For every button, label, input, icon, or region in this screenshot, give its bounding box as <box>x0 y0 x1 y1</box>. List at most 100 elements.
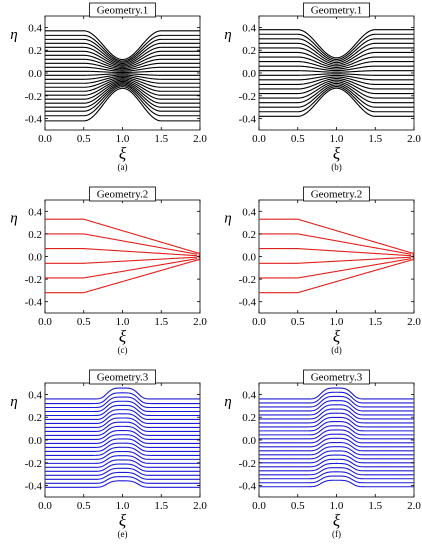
streamline-3 <box>259 395 414 408</box>
streamline-10 <box>45 66 200 72</box>
streamline-8 <box>45 417 200 429</box>
x-tick-label: 0.0 <box>38 133 52 145</box>
streamline-14 <box>259 78 414 90</box>
chart-title-box <box>303 186 370 202</box>
streamline-19 <box>45 82 200 104</box>
y-tick-label: 0.2 <box>28 229 42 241</box>
x-axis-label: ξ <box>333 511 341 530</box>
streamline-12 <box>45 73 200 76</box>
y-tick-label: -0.2 <box>239 91 256 103</box>
y-tick-label: 0.0 <box>242 252 256 264</box>
x-tick-label: 0.5 <box>77 316 91 328</box>
streamline-3 <box>45 38 200 63</box>
y-tick-label: -0.2 <box>25 274 42 286</box>
streamline-7 <box>259 412 414 424</box>
y-axis-label: η <box>224 394 231 410</box>
y-tick-label: 0.2 <box>242 229 256 241</box>
y-tick-label: 0.0 <box>28 68 42 80</box>
y-tick-label: -0.2 <box>25 458 42 470</box>
streamline-3 <box>259 38 414 62</box>
x-tick-label: 1.0 <box>330 316 344 328</box>
chart-title: Geometry.3 <box>311 372 363 384</box>
y-tick-label: -0.4 <box>239 481 257 493</box>
streamline-17 <box>45 455 200 464</box>
y-tick-label: 0.2 <box>242 412 256 424</box>
streamline-5 <box>259 404 414 416</box>
streamline-12 <box>45 434 200 444</box>
streamline-16 <box>45 78 200 92</box>
plot-frame <box>44 199 201 314</box>
panel-label: (b) <box>331 162 342 172</box>
x-tick-label: 0.5 <box>77 133 91 145</box>
y-axis-label: η <box>10 394 17 410</box>
streamline-5 <box>259 258 412 279</box>
streamline-22 <box>45 476 200 484</box>
streamline-3 <box>45 248 198 257</box>
chart-title-box <box>89 2 156 18</box>
streamline-19 <box>259 462 414 472</box>
streamline-1 <box>45 218 198 254</box>
streamline-21 <box>45 84 200 112</box>
x-axis-label: ξ <box>119 144 127 163</box>
streamline-7 <box>45 54 200 68</box>
y-tick-label: 0.4 <box>242 22 256 34</box>
streamline-7 <box>45 413 200 425</box>
streamline-18 <box>259 84 414 108</box>
x-tick-label: 2.0 <box>407 500 421 512</box>
y-axis-label: η <box>224 211 231 227</box>
y-tick-label: -0.2 <box>25 91 42 103</box>
plot-frame <box>44 382 201 498</box>
chart-panel-2: 0.0 0.5 1.0 1.5 2.0 -0.4 -0.2 0.0 0.2 0.4 Geometry… <box>224 2 421 172</box>
streamline-16 <box>259 450 414 460</box>
chart-panel-4: 0.0 0.5 1.0 1.5 2.0 -0.4 -0.2 0.0 0.2 0.4 Geometry… <box>224 186 421 355</box>
chart-panel-1: 0.0 0.5 1.0 1.5 2.0 -0.4 -0.2 0.0 0.2 0.4 Geometry… <box>10 2 207 172</box>
y-tick-label: 0.0 <box>242 435 256 447</box>
streamline-16 <box>259 81 414 99</box>
y-tick-label: 0.4 <box>28 206 42 218</box>
streamline-9 <box>259 421 414 432</box>
streamline-23 <box>259 479 414 488</box>
streamline-10 <box>45 425 200 436</box>
x-tick-label: 1.0 <box>116 133 130 145</box>
x-tick-label: 0.0 <box>252 133 266 145</box>
chart-title: Geometry.2 <box>311 189 363 201</box>
streamline-13 <box>259 437 414 448</box>
streamline-4 <box>259 256 412 264</box>
streamline-16 <box>45 450 200 460</box>
streamline-13 <box>259 76 414 85</box>
streamline-18 <box>45 80 200 100</box>
y-tick-label: -0.4 <box>239 297 257 309</box>
streamline-4 <box>45 400 200 413</box>
streamline-21 <box>45 471 200 480</box>
streamline-8 <box>45 58 200 70</box>
y-tick-label: -0.4 <box>25 114 43 126</box>
streamline-12 <box>259 74 414 81</box>
x-axis-label: ξ <box>333 327 341 346</box>
streamline-4 <box>259 400 414 412</box>
chart-panel-5: 0.0 0.5 1.0 1.5 2.0 -0.4 -0.2 0.0 0.2 0.4 Geometry… <box>10 369 207 539</box>
y-tick-label: 0.2 <box>242 45 256 57</box>
x-tick-label: 1.0 <box>116 316 130 328</box>
chart-title-box <box>303 2 370 18</box>
chart-title: Geometry.3 <box>97 372 149 384</box>
streamline-11 <box>45 70 200 73</box>
streamline-4 <box>45 42 200 65</box>
streamline-2 <box>259 33 414 60</box>
y-tick-label: -0.2 <box>239 274 256 286</box>
x-tick-label: 1.5 <box>154 500 168 512</box>
panel-label: (e) <box>118 529 128 539</box>
streamline-14 <box>259 441 414 452</box>
streamline-19 <box>45 463 200 472</box>
y-tick-label: 0.2 <box>28 45 42 57</box>
streamline-12 <box>259 433 414 444</box>
streamline-5 <box>45 404 200 417</box>
y-axis-label: η <box>10 211 17 227</box>
x-tick-label: 1.0 <box>330 500 344 512</box>
streamline-18 <box>45 459 200 468</box>
streamline-20 <box>45 467 200 476</box>
y-tick-label: 0.0 <box>242 68 256 80</box>
streamline-1 <box>259 218 412 254</box>
y-tick-label: -0.4 <box>25 481 43 493</box>
x-tick-label: 0.0 <box>38 500 52 512</box>
streamline-5 <box>45 46 200 66</box>
